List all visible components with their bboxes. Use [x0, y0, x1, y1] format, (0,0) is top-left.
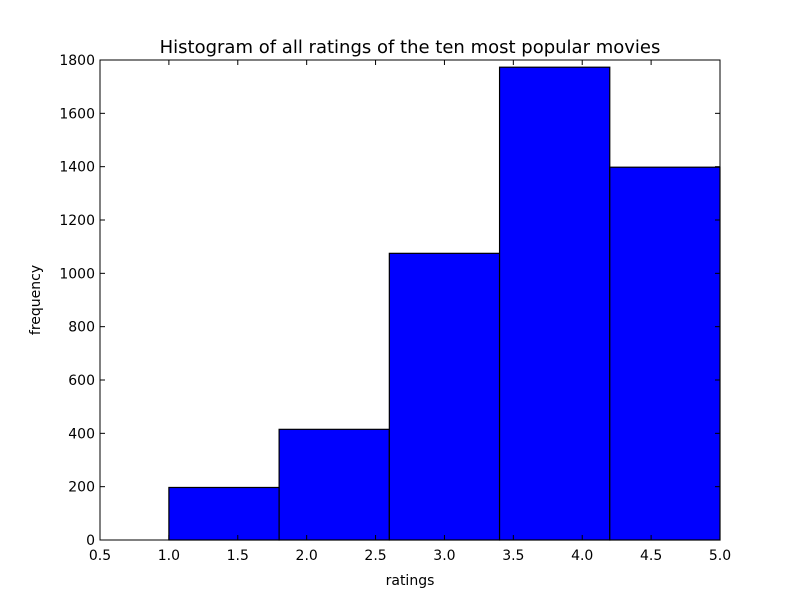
x-tick-label-7: 4.0: [571, 548, 593, 564]
chart-title: Histogram of all ratings of the ten most…: [160, 37, 661, 58]
y-tick-label-8: 1600: [59, 106, 95, 122]
x-tick-label-6: 3.5: [502, 548, 524, 564]
y-tick-label-0: 0: [86, 533, 95, 549]
histogram-bar-1: [278, 428, 390, 541]
y-axis-label: frequency: [28, 265, 44, 335]
y-tick-label-5: 1000: [59, 266, 95, 282]
y-tick-label-3: 600: [68, 373, 95, 389]
histogram-bar-2: [388, 252, 501, 541]
y-tick-label-7: 1400: [59, 160, 95, 176]
ticks-group: 0.5 1.0 1.5 2.0 2.5 3.0 3.5 4.0 4.5 5.0 0 200 400 600…: [59, 53, 731, 564]
y-tick-label-1: 200: [68, 480, 95, 496]
x-tick-label-9: 5.0: [709, 548, 731, 564]
bars-group: [168, 66, 721, 541]
histogram-bar-3: [498, 66, 611, 541]
x-tick-label-0: 0.5: [89, 548, 111, 564]
y-tick-label-6: 1200: [59, 213, 95, 229]
histogram-bar-0: [168, 486, 280, 541]
x-tick-label-4: 2.5: [364, 548, 386, 564]
x-tick-label-3: 2.0: [296, 548, 318, 564]
x-tick-label-2: 1.5: [227, 548, 249, 564]
y-tick-label-2: 400: [68, 426, 95, 442]
y-tick-label-4: 800: [68, 320, 95, 336]
x-tick-label-5: 3.0: [433, 548, 455, 564]
x-tick-label-1: 1.0: [158, 548, 180, 564]
x-tick-label-8: 4.5: [640, 548, 662, 564]
x-axis-label: ratings: [386, 573, 435, 589]
plot-frame: [99, 59, 721, 541]
histogram-bar-4: [609, 166, 721, 541]
y-tick-label-9: 1800: [59, 53, 95, 69]
